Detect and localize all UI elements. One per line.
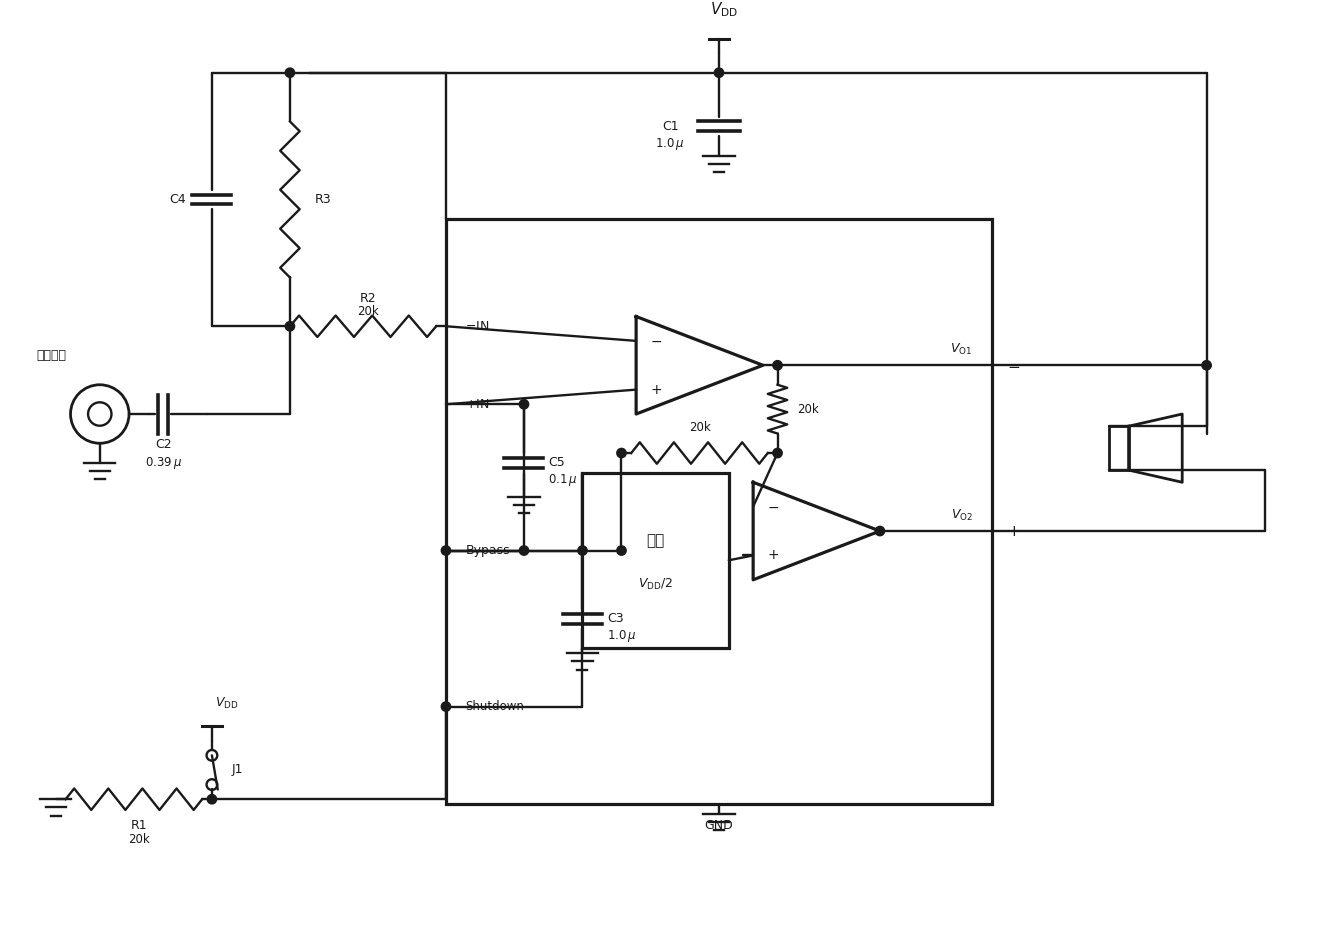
Text: 20k: 20k bbox=[688, 420, 711, 433]
Text: $1.0\,\mu$: $1.0\,\mu$ bbox=[655, 136, 686, 152]
Text: $V_{\rm O1}$: $V_{\rm O1}$ bbox=[950, 342, 972, 357]
Circle shape bbox=[285, 321, 295, 331]
Circle shape bbox=[715, 68, 724, 77]
Text: GND: GND bbox=[704, 819, 733, 832]
Text: C2: C2 bbox=[155, 438, 172, 451]
Circle shape bbox=[519, 545, 528, 555]
Text: $0.1\,\mu$: $0.1\,\mu$ bbox=[548, 472, 577, 488]
Text: 音频输入: 音频输入 bbox=[37, 349, 66, 362]
Text: 偏置: 偏置 bbox=[646, 533, 664, 548]
Text: 20k: 20k bbox=[797, 402, 819, 415]
Text: $-$: $-$ bbox=[650, 333, 662, 348]
Text: $V_{\rm DD}$: $V_{\rm DD}$ bbox=[709, 0, 738, 19]
Circle shape bbox=[773, 448, 782, 458]
Text: Shutdown: Shutdown bbox=[465, 700, 524, 713]
Circle shape bbox=[207, 794, 217, 804]
Circle shape bbox=[773, 361, 782, 370]
Text: C3: C3 bbox=[606, 612, 624, 625]
Text: Bypass: Bypass bbox=[465, 544, 510, 557]
Text: R2: R2 bbox=[359, 292, 376, 305]
Text: $+$: $+$ bbox=[766, 548, 778, 562]
Circle shape bbox=[441, 702, 450, 711]
Text: $+$: $+$ bbox=[650, 382, 662, 397]
Bar bbox=[583, 473, 729, 648]
Circle shape bbox=[1202, 361, 1211, 370]
Circle shape bbox=[441, 545, 450, 555]
Text: $V_{\rm DD}/2$: $V_{\rm DD}/2$ bbox=[638, 577, 672, 593]
Text: C5: C5 bbox=[548, 456, 565, 469]
Circle shape bbox=[577, 545, 587, 555]
Text: $-$IN: $-$IN bbox=[465, 319, 490, 333]
Circle shape bbox=[519, 399, 528, 409]
Text: $-$: $-$ bbox=[766, 499, 778, 513]
Text: $V_{\rm DD}$: $V_{\rm DD}$ bbox=[215, 696, 238, 711]
Circle shape bbox=[285, 68, 295, 77]
Circle shape bbox=[617, 448, 626, 458]
Text: C1: C1 bbox=[662, 120, 679, 133]
Text: $+$IN: $+$IN bbox=[465, 398, 490, 411]
Bar bbox=[446, 219, 992, 804]
Text: 20k: 20k bbox=[357, 305, 379, 318]
Text: 20k: 20k bbox=[128, 834, 149, 846]
Text: $0.39\,\mu$: $0.39\,\mu$ bbox=[145, 455, 182, 471]
Text: R3: R3 bbox=[314, 193, 332, 206]
Text: R1: R1 bbox=[131, 819, 147, 832]
Circle shape bbox=[617, 545, 626, 555]
Text: $1.0\,\mu$: $1.0\,\mu$ bbox=[606, 628, 637, 644]
Text: $+$: $+$ bbox=[1007, 524, 1020, 539]
Text: $V_{\rm O2}$: $V_{\rm O2}$ bbox=[951, 508, 972, 523]
Text: C4: C4 bbox=[169, 193, 186, 206]
Bar bbox=[1110, 426, 1128, 470]
Text: J1: J1 bbox=[231, 763, 243, 776]
Text: $-$: $-$ bbox=[1007, 358, 1020, 373]
Circle shape bbox=[876, 527, 885, 536]
